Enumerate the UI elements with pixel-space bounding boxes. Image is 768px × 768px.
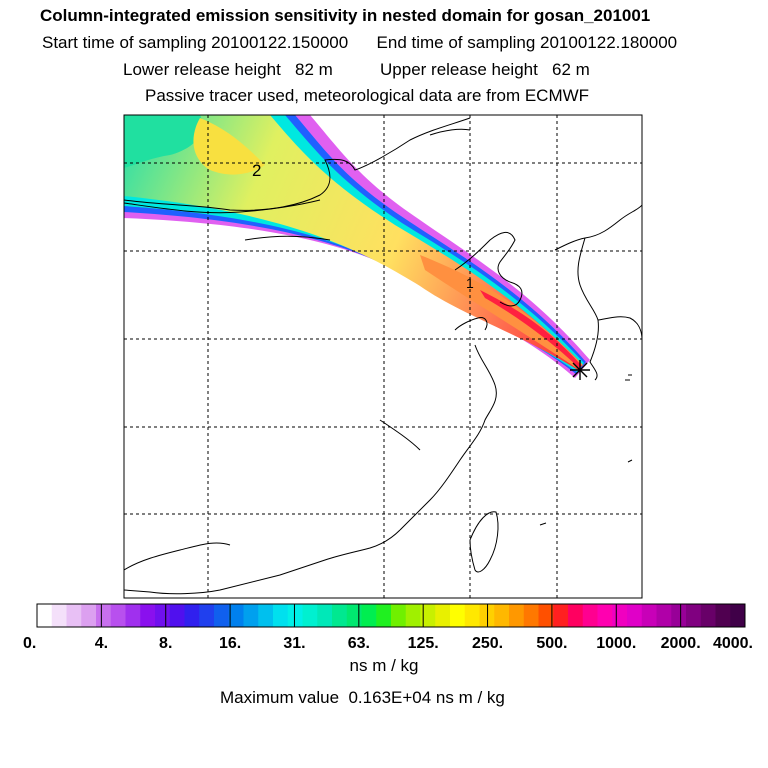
maximum-value-label: Maximum value 0.163E+04 ns m / kg (220, 688, 505, 707)
tracer-info-line: Passive tracer used, meteorological data… (145, 86, 590, 105)
sampling-time-line: Start time of sampling 20100122.150000 E… (42, 33, 678, 52)
plume-core-orange (420, 255, 583, 369)
plume-green-yellow (124, 115, 582, 370)
map-frame (123, 114, 643, 599)
coastlines (124, 117, 642, 595)
map-panel: 2 1 (123, 114, 643, 599)
release-marker-icon (570, 360, 590, 380)
contour-label-2: 2 (252, 161, 261, 180)
chart-title: Column-integrated emission sensitivity i… (40, 6, 651, 25)
plume-upper-yellow (193, 118, 265, 175)
plume-upper-left-lobe (124, 115, 203, 168)
graticule (124, 115, 642, 598)
colorbar-units: ns m / kg (349, 656, 419, 675)
contour-label-1: 1 (466, 275, 474, 291)
plume-core-red (480, 290, 582, 368)
release-height-line: Lower release height 82 m Upper release … (123, 60, 590, 79)
